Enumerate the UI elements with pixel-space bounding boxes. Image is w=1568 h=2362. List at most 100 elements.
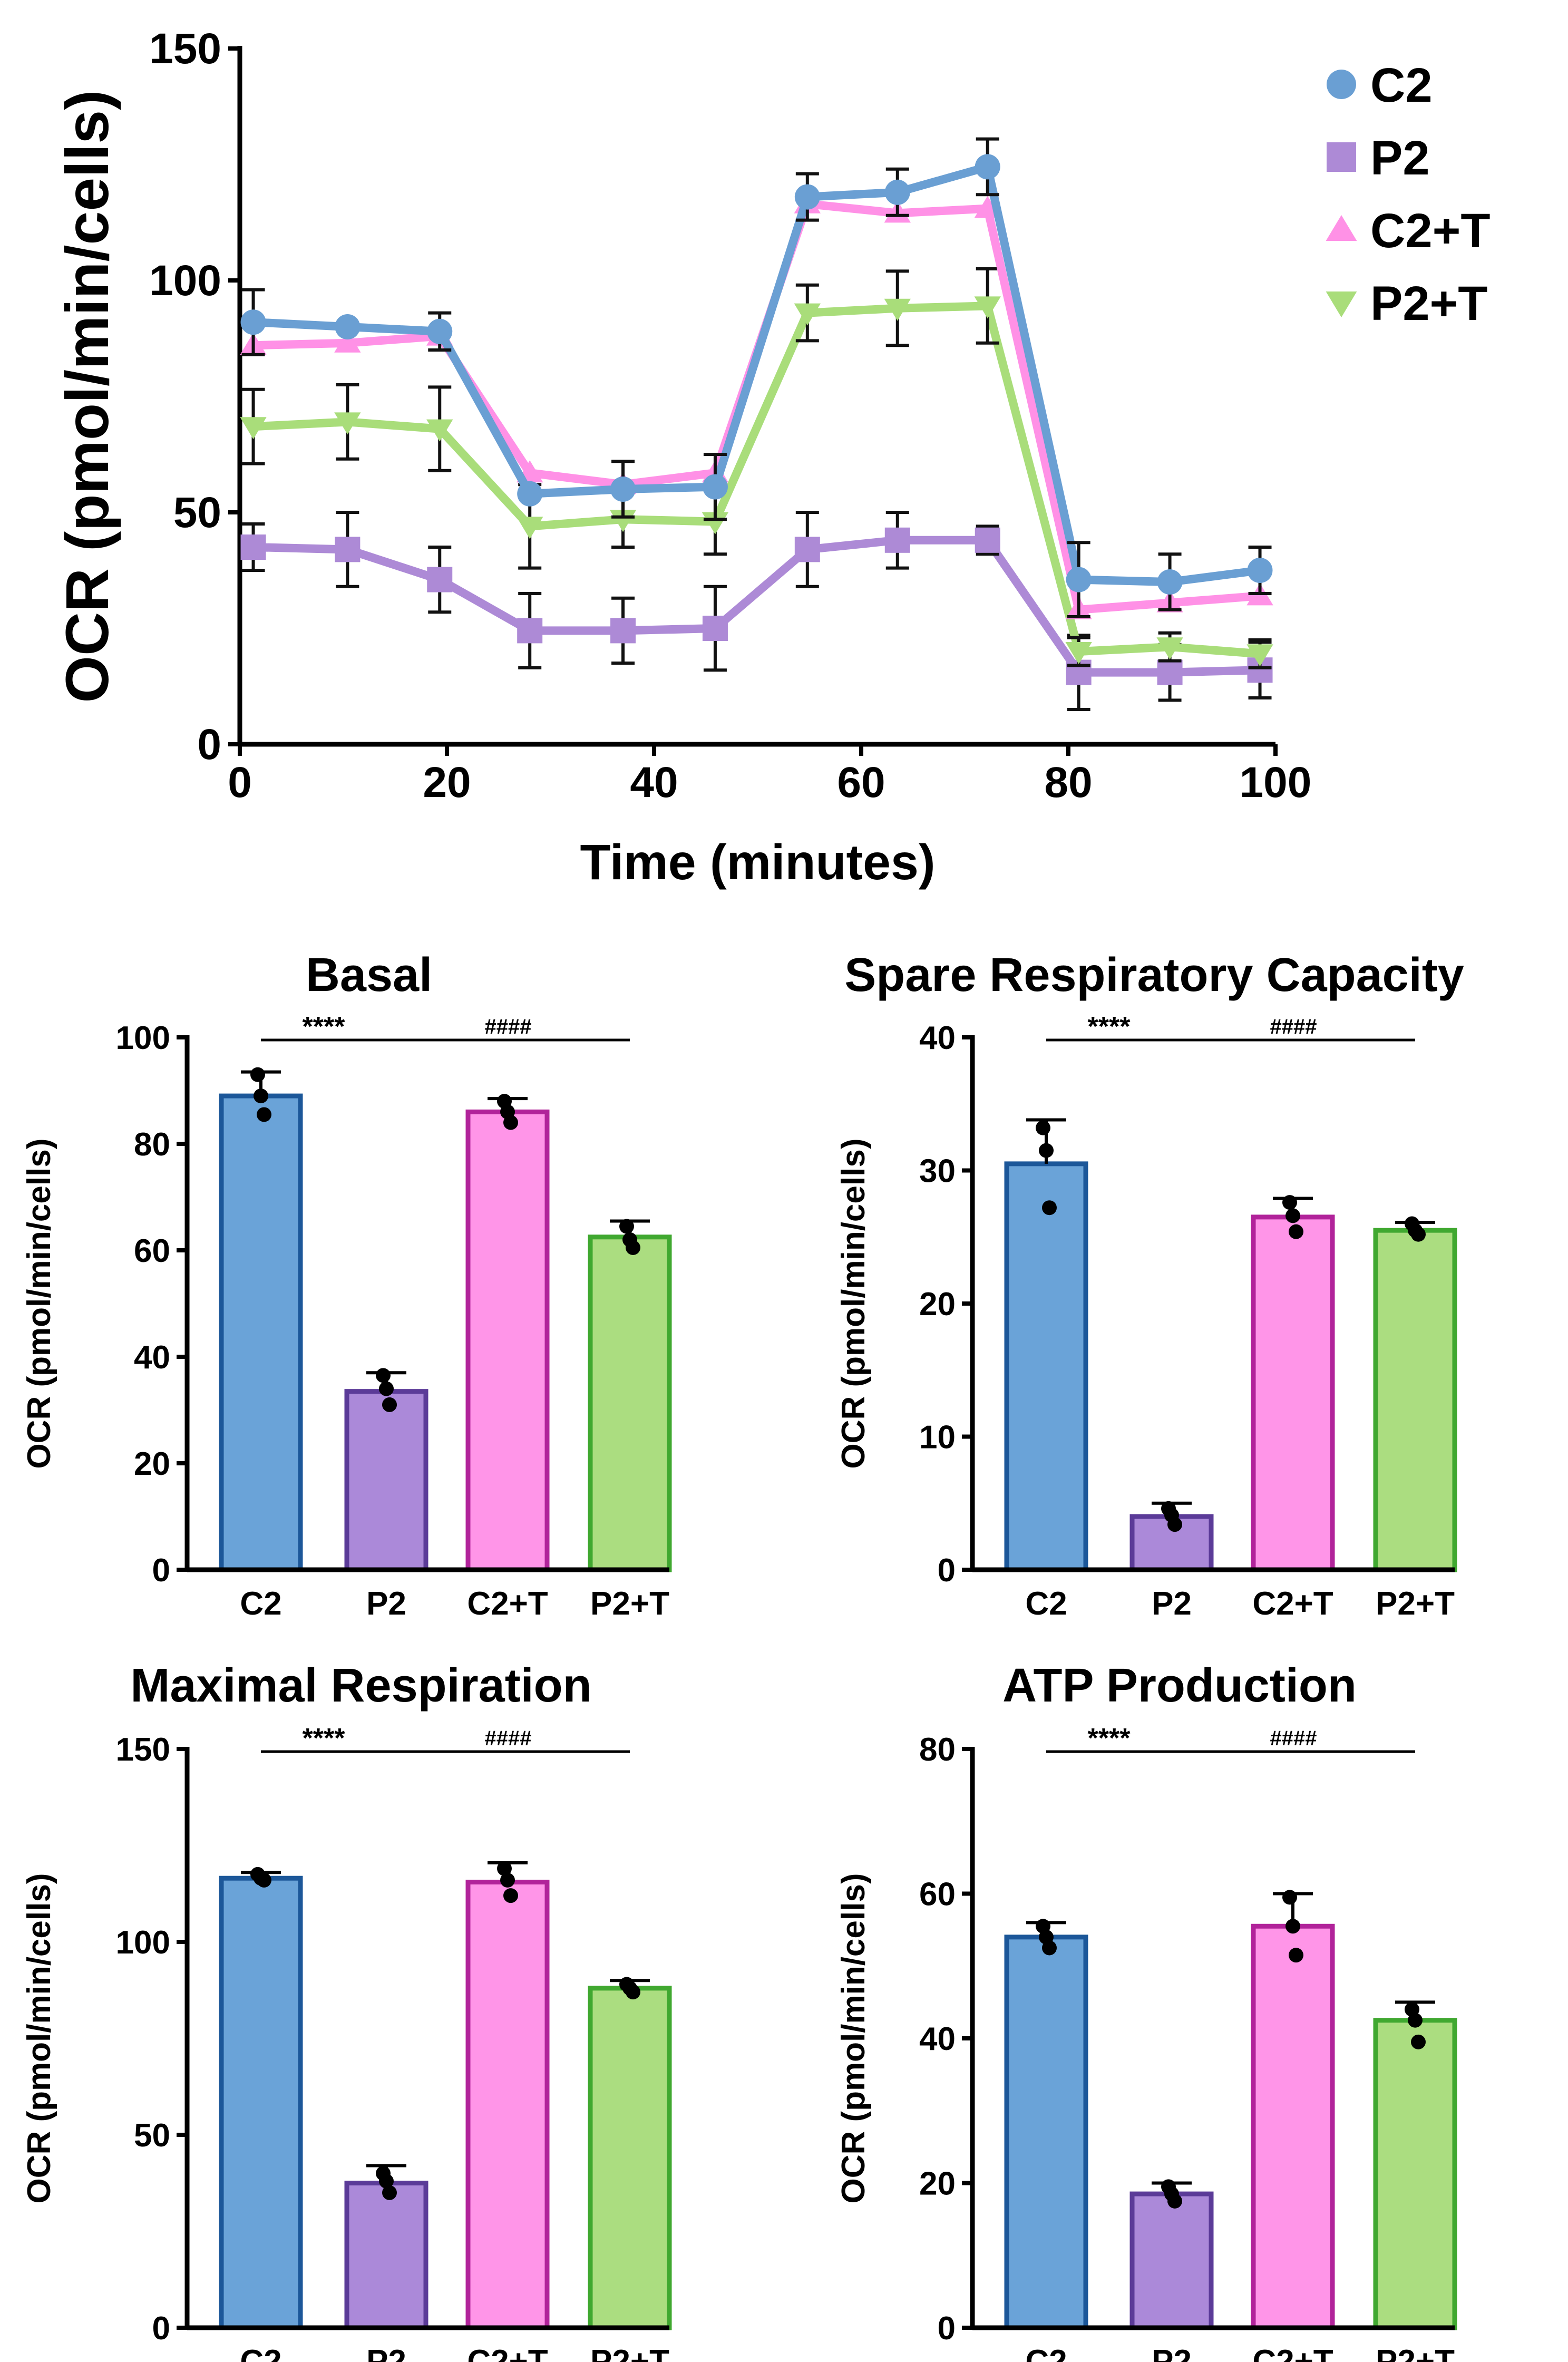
bar-c2 xyxy=(1004,1935,1088,2330)
legend-label: P2+T xyxy=(1370,277,1487,331)
data-point xyxy=(702,616,728,641)
x-tick-label: 100 xyxy=(1240,759,1312,806)
significance-label: **** xyxy=(1088,1012,1131,1042)
data-point xyxy=(240,417,267,440)
significance-label: #### xyxy=(485,1727,532,1750)
replicate-point xyxy=(503,1115,518,1130)
series-p2-plus-t xyxy=(240,267,1273,669)
data-point xyxy=(1066,567,1092,592)
replicate-point xyxy=(626,1985,640,2000)
y-axis-title: OCR (pmol/min/cells) xyxy=(835,1873,872,2204)
data-point xyxy=(335,537,361,562)
data-point xyxy=(975,154,1000,180)
legend-item: C2+T xyxy=(1326,204,1491,258)
x-tick-label: C2+T xyxy=(467,1586,548,1622)
y-axis-title: OCR (pmol/min/cells) xyxy=(54,90,121,703)
data-point xyxy=(517,481,543,507)
data-point xyxy=(610,618,636,644)
replicate-point xyxy=(1167,1517,1182,1532)
bar-p2-plus-t xyxy=(1373,2018,1457,2330)
legend-label: C2+T xyxy=(1370,204,1491,258)
significance-label: #### xyxy=(485,1015,532,1038)
replicate-point xyxy=(254,1088,268,1104)
series-c2 xyxy=(240,137,1273,618)
y-tick-label: 0 xyxy=(938,1552,956,1589)
replicate-point xyxy=(619,1219,634,1234)
x-tick-label: P2 xyxy=(1152,1586,1192,1622)
replicate-point xyxy=(382,1397,397,1412)
bar-chart-2: Spare Respiratory Capacity OCR (pmol/min/… xyxy=(835,949,1464,1622)
y-tick-label: 60 xyxy=(919,1877,956,1913)
x-tick-label: C2 xyxy=(1025,2344,1067,2362)
bar-p2-plus-t xyxy=(1373,1228,1457,1572)
replicate-point xyxy=(1411,2034,1426,2049)
legend-label: P2 xyxy=(1370,131,1430,185)
legend-item: C2 xyxy=(1327,59,1433,112)
chart-title: Basal xyxy=(306,949,432,1002)
data-point xyxy=(702,474,728,500)
y-axis-title: OCR (pmol/min/cells) xyxy=(21,1139,57,1469)
data-point xyxy=(1326,215,1357,241)
data-point xyxy=(426,419,453,442)
data-point xyxy=(1157,569,1183,595)
replicate-point xyxy=(1282,1890,1297,1905)
replicate-point xyxy=(1042,1200,1057,1216)
replicate-point xyxy=(376,1368,391,1383)
y-tick-label: 0 xyxy=(938,2310,956,2347)
y-tick-label: 40 xyxy=(919,1020,956,1056)
data-point xyxy=(427,567,453,592)
data-point xyxy=(335,314,361,339)
x-tick-label: 60 xyxy=(837,759,885,806)
bar-c2 xyxy=(1004,1161,1088,1572)
x-axis-title: Time (minutes) xyxy=(580,834,936,890)
bar-p2-plus-t xyxy=(588,1986,672,2330)
replicate-point xyxy=(1285,1208,1300,1223)
bar-chart-1: Basal OCR (pmol/min/cells) C2 P2 C2+T P2+T 0 20… xyxy=(21,949,672,1622)
x-tick-label: 40 xyxy=(630,759,678,806)
y-tick-label: 50 xyxy=(134,2117,170,2154)
data-point xyxy=(794,184,820,210)
x-tick-label: P2+T xyxy=(1376,1586,1455,1622)
replicate-point xyxy=(1285,1919,1300,1934)
bar-c2-plus-t xyxy=(465,1109,550,1572)
x-tick-label: 80 xyxy=(1044,759,1092,806)
data-point xyxy=(1326,291,1357,317)
y-tick-label: 100 xyxy=(149,257,221,305)
series-line xyxy=(253,302,1261,658)
data-point xyxy=(1156,637,1183,660)
x-tick-label: C2+T xyxy=(1252,1586,1333,1622)
x-tick-label: P2 xyxy=(366,1586,406,1622)
data-point xyxy=(975,527,1000,553)
x-tick-label: P2 xyxy=(366,2344,406,2362)
x-tick-label: C2 xyxy=(1025,1586,1067,1622)
data-point xyxy=(1247,558,1273,583)
y-tick-label: 150 xyxy=(116,1732,170,1768)
series-c2-plus-t xyxy=(240,191,1273,619)
data-point xyxy=(884,179,910,205)
series-line xyxy=(253,199,1261,614)
y-tick-label: 20 xyxy=(919,2166,956,2202)
data-point xyxy=(1246,644,1273,667)
series-line xyxy=(253,162,1261,586)
bar-c2 xyxy=(219,1093,303,1572)
data-point xyxy=(1327,70,1356,99)
y-tick-label: 40 xyxy=(134,1339,170,1376)
replicate-point xyxy=(250,1067,265,1082)
data-point xyxy=(240,309,266,335)
bar-chart-4: ATP Production OCR (pmol/min/cells) C2 P2 C2… xyxy=(835,1659,1457,2362)
x-tick-label: C2+T xyxy=(1252,2344,1333,2362)
y-tick-label: 80 xyxy=(134,1126,170,1163)
y-tick-label: 80 xyxy=(919,1732,956,1768)
x-tick-label: C2+T xyxy=(467,2344,548,2362)
y-axis-title: OCR (pmol/min/cells) xyxy=(835,1139,872,1469)
y-tick-label: 0 xyxy=(197,721,221,769)
data-point xyxy=(517,618,543,644)
chart-title: ATP Production xyxy=(1002,1659,1357,1712)
replicate-point xyxy=(1039,1143,1054,1158)
replicate-point xyxy=(497,1861,512,1876)
data-point xyxy=(794,537,820,562)
bar-c2-plus-t xyxy=(1251,1923,1335,2330)
replicate-point xyxy=(626,1240,640,1255)
legend-label: C2 xyxy=(1370,59,1433,112)
